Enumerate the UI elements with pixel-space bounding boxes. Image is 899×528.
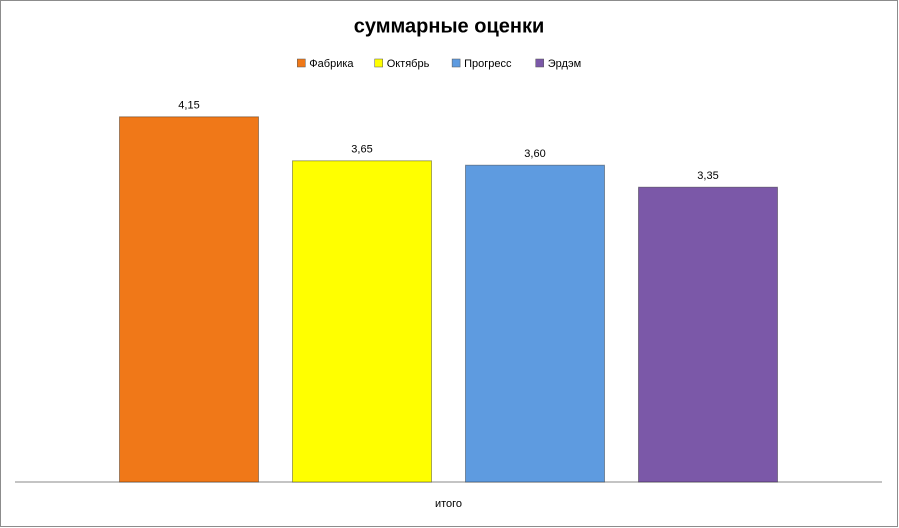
value-label: 4,15: [178, 100, 199, 112]
bar: [465, 164, 605, 483]
value-label: 3,65: [351, 144, 372, 156]
legend-swatch: [374, 58, 383, 68]
legend-swatch: [451, 58, 461, 68]
bar: [292, 160, 432, 483]
legend-label: Эрдэм: [548, 58, 582, 70]
value-label: 3,60: [524, 148, 545, 160]
x-tick-label: итого: [435, 498, 462, 510]
bar: [638, 186, 778, 483]
legend-label: Октябрь: [387, 58, 430, 70]
legend-label: Фабрика: [309, 58, 354, 70]
legend-label: Прогресс: [464, 58, 512, 70]
bar: [119, 116, 259, 483]
legend-swatch: [535, 58, 544, 68]
chart-title: суммарные оценки: [354, 15, 545, 37]
legend-swatch: [297, 58, 306, 68]
value-label: 3,35: [697, 170, 718, 182]
